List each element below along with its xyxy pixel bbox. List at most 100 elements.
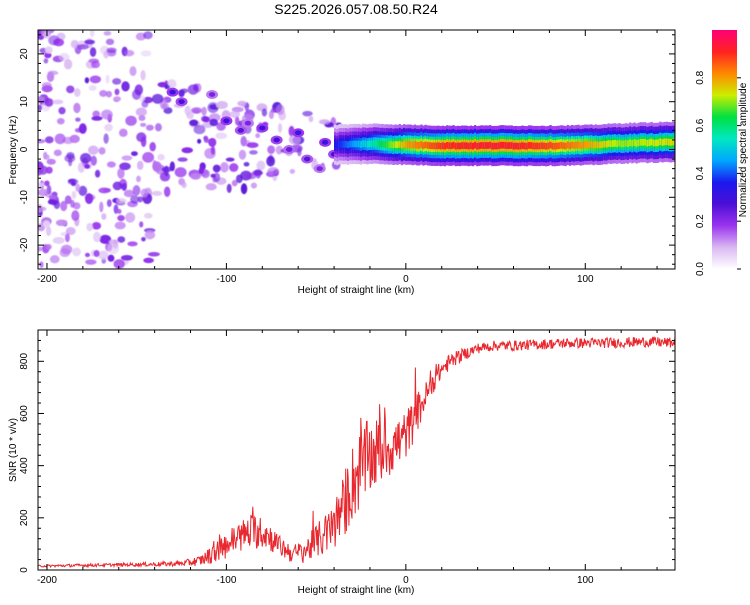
spectrogram-cell [138, 115, 146, 122]
spectrogram-cell [209, 118, 219, 127]
spectrogram-cell [103, 31, 112, 36]
spectrogram-ridge-cell [469, 142, 473, 150]
spectrogram-ridge-cell [618, 139, 621, 147]
spectrogram-ridge-cell [456, 142, 460, 150]
spectrogram-ridge-cell [665, 138, 668, 146]
spectrogram-cell [105, 38, 115, 45]
spectrogram-cell [212, 172, 221, 183]
spectrogram-ridge-cell [581, 141, 584, 149]
spectrogram-blob-core [208, 92, 216, 97]
spectrogram-ridge-cell [357, 140, 361, 148]
spectrogram-ridge-cell [433, 142, 436, 150]
spectrogram-ridge-cell [454, 142, 457, 150]
spectrogram-ridge-cell [495, 142, 498, 150]
spectrogram-ridge-cell [506, 142, 509, 150]
spectrogram-cell [121, 81, 130, 92]
spectrogram-cell [84, 193, 94, 205]
figure-title: S225.2026.057.08.50.R24 [274, 1, 438, 17]
spectrogram-cell [99, 201, 104, 213]
spectrogram-cell [163, 186, 171, 198]
spectrogram-cell [46, 158, 56, 165]
spectrogram-cell [98, 147, 106, 155]
spectrogram-ridge-cell [480, 141, 483, 149]
spectrogram-ridge-cell [629, 139, 632, 146]
spectrogram-blob-core [237, 127, 244, 133]
snr-x-ticks: -200 -100 0 100 [37, 330, 658, 586]
spectrogram-cell [139, 221, 144, 228]
spectrogram-cell [113, 96, 122, 102]
spectrogram-ridge-cell [583, 141, 587, 148]
spectrogram-ridge-cell [650, 138, 653, 146]
spectrogram-cell [177, 157, 188, 162]
spectrogram-ridge-cell [441, 142, 445, 150]
spectrogram-cell [59, 248, 71, 258]
spectrogram-cell [64, 195, 72, 205]
spectrogram-cell [75, 183, 81, 193]
spectrogram-cell [193, 124, 206, 135]
snr-y-tick-label: 0 [19, 567, 30, 573]
spectrogram-ridge-cell [446, 141, 449, 149]
spectrogram-cell [99, 89, 108, 97]
colorbar-tick-label: 0.4 [695, 166, 706, 180]
spectrogram-cell [94, 169, 101, 178]
spectrogram-cell [237, 100, 247, 107]
spectrogram-cell [44, 98, 54, 107]
spectrogram-ridge-cell [390, 141, 393, 148]
spectrogram-cell [38, 182, 47, 187]
spectrogram-cell [145, 124, 154, 131]
spectrogram-cell [60, 200, 68, 212]
spectrogram-cell [125, 212, 136, 223]
spectrogram-cell [90, 155, 97, 166]
spectrogram-cell [121, 182, 127, 191]
spectrogram-ridge-cell [504, 142, 507, 149]
colorbar-tick-label: 0.2 [695, 214, 706, 228]
spectrogram-cell [164, 165, 169, 177]
spectrogram-ridge-cell [420, 141, 423, 148]
spectrogram-ridge-cell [644, 138, 647, 146]
spectrogram-cell [108, 239, 118, 245]
spectrogram-ridge-cell [633, 139, 636, 146]
spectrogram-cell [84, 252, 90, 258]
spectrogram-y-tick-label: -10 [19, 190, 30, 205]
spectrogram-cell [73, 88, 81, 97]
spectrogram-cell [38, 246, 43, 252]
spectrogram-ridge-cell [598, 141, 602, 149]
spectrogram-cell [86, 222, 93, 232]
spectrogram-cell [229, 111, 241, 118]
spectrogram-cell [308, 115, 314, 123]
spectrogram-ridge-cell [471, 142, 475, 150]
spectrogram-cell [243, 161, 250, 167]
spectrogram-ridge-cell [407, 141, 410, 148]
spectrogram-x-tick-label: -200 [37, 274, 57, 285]
spectrogram-ridge-cell [672, 138, 675, 146]
spectrogram-ridge-cell [573, 142, 576, 149]
spectrogram-cell [83, 164, 91, 169]
spectrogram-cell [106, 47, 117, 54]
snr-panel: -200 -100 0 100 0 200 400 600 800 Height of str… [8, 329, 676, 596]
spectrogram-cell [190, 173, 201, 180]
snr-frame [37, 329, 676, 571]
spectrogram-cell [85, 259, 97, 265]
spectrogram-cell [238, 149, 247, 160]
spectrogram-cell [140, 136, 147, 148]
spectrogram-ridge-cell [430, 142, 434, 150]
spectrogram-cell [152, 161, 162, 172]
snr-x-tick-label: 0 [403, 575, 409, 586]
spectrogram-cell [66, 152, 75, 160]
spectrogram-ridge-cell [562, 142, 565, 149]
spectrogram-cell [91, 60, 101, 69]
spectrogram-ridge-cell [555, 142, 559, 150]
spectrogram-ridge-cell [355, 140, 358, 148]
spectrogram-cell [132, 185, 141, 196]
spectrogram-ridge-cell [519, 142, 522, 150]
spectrogram-ridge-cell [387, 141, 391, 148]
spectrogram-cell [38, 104, 43, 111]
spectrogram-cell [249, 150, 258, 155]
spectrogram-y-tick-label: -20 [19, 237, 30, 252]
spectrogram-cell [78, 123, 87, 134]
spectrogram-cell [53, 149, 62, 157]
spectrogram-ridge-cell [540, 142, 544, 150]
spectrogram-cell [105, 90, 113, 98]
spectrogram-cell [116, 198, 127, 204]
